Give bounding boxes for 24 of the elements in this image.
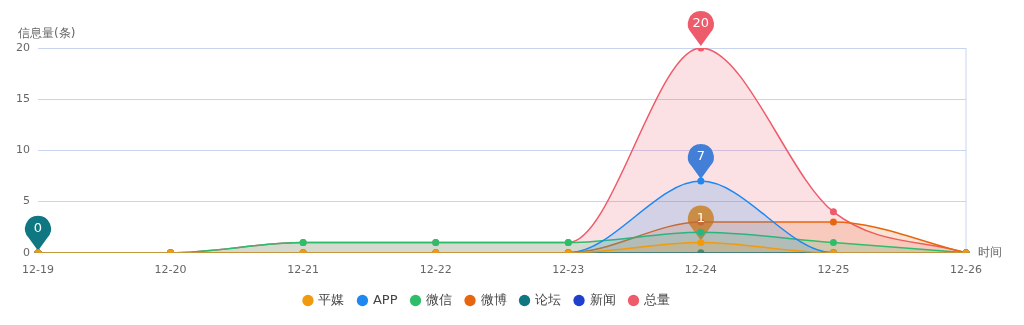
- x-tick-label: 12-19: [22, 263, 54, 277]
- legend-label: 总量: [643, 291, 671, 307]
- y-axis-title: 信息量(条): [18, 26, 76, 41]
- x-axis-title: 时间: [978, 244, 1002, 259]
- legend-label: 论坛: [535, 291, 562, 307]
- x-tick-label: 12-24: [684, 263, 717, 277]
- x-tick-label: 12-21: [287, 263, 320, 277]
- x-tick-label: 12-20: [154, 263, 187, 277]
- y-tick-label: 20: [16, 40, 30, 54]
- y-tick-label: 5: [23, 194, 30, 208]
- data-label: 7: [696, 148, 705, 164]
- y-tick-label: 0: [23, 245, 30, 259]
- data-label: 20: [692, 15, 710, 31]
- legend-label: 微信: [426, 291, 453, 307]
- y-tick-label: 10: [16, 143, 30, 157]
- x-tick-label: 12-23: [552, 263, 585, 277]
- legend-label: APP: [372, 291, 398, 307]
- x-tick-label: 12-25: [817, 263, 850, 277]
- y-tick-label: 15: [16, 92, 30, 106]
- x-tick-label: 12-26: [950, 263, 982, 277]
- x-tick-label: 12-22: [419, 263, 452, 277]
- legend-label: 新闻: [589, 291, 616, 307]
- legend-label: 平媒: [318, 291, 345, 307]
- legend-label: 微博: [480, 291, 507, 307]
